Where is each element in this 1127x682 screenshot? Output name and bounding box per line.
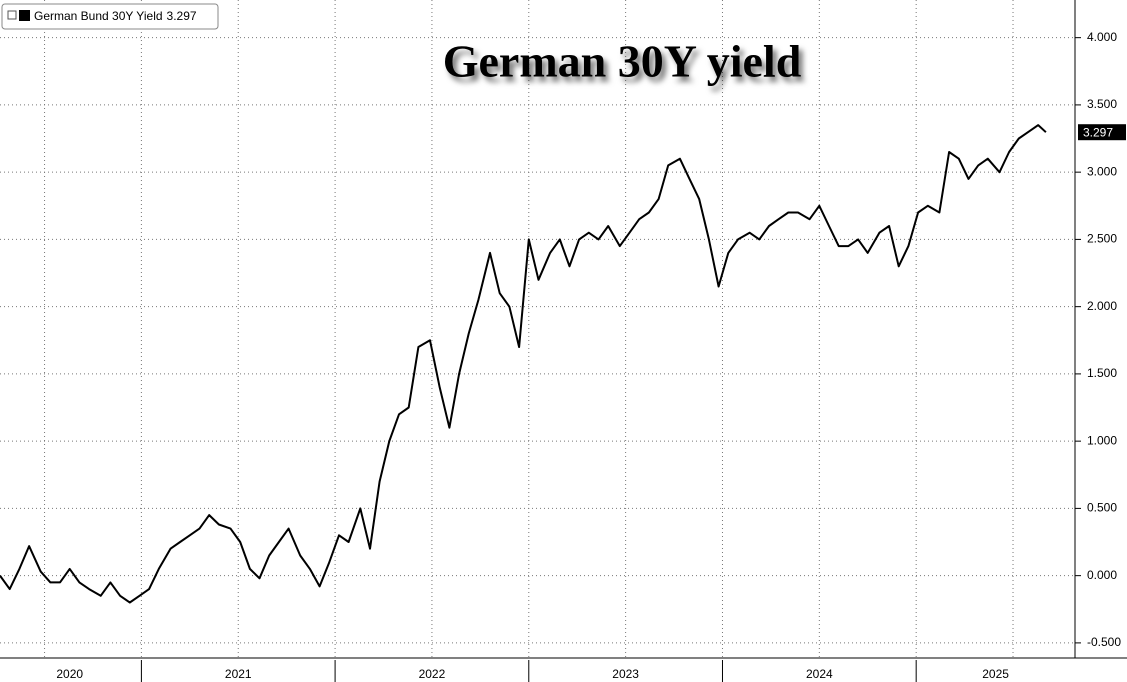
y-tick-label: 3.500 [1087, 97, 1117, 111]
y-tick-label: 1.500 [1087, 366, 1117, 380]
series-line [0, 124, 1047, 604]
x-tick-label: 2021 [225, 667, 252, 681]
x-tick-label: 2025 [982, 667, 1009, 681]
legend-label: German Bund 30Y Yield [34, 9, 163, 23]
y-tick-label: 1.000 [1087, 433, 1117, 447]
plot [0, 124, 1047, 604]
y-tick-label: -0.500 [1087, 635, 1121, 649]
chart-title: German 30Y yield [443, 36, 802, 87]
last-value-box [1078, 124, 1126, 141]
y-tick-label: 0.000 [1087, 568, 1117, 582]
legend-toggle [7, 10, 17, 20]
legend-box [1, 3, 219, 30]
legend-value: 3.297 [167, 9, 197, 23]
legend-swatch [19, 10, 30, 21]
x-tick-label: 2020 [56, 667, 83, 681]
last-value-label: 3.297 [1083, 125, 1113, 139]
y-tick-label: 4.000 [1087, 30, 1117, 44]
x-tick-label: 2024 [806, 667, 833, 681]
y-tick-label: 0.500 [1087, 501, 1117, 515]
y-tick-label: 3.000 [1087, 164, 1117, 178]
x-tick-label: 2023 [612, 667, 639, 681]
y-tick-label: 2.000 [1087, 299, 1117, 313]
y-tick-label: 2.500 [1087, 232, 1117, 246]
x-tick-label: 2022 [419, 667, 446, 681]
legend: German Bund 30Y Yield 3.297 [1, 3, 219, 30]
